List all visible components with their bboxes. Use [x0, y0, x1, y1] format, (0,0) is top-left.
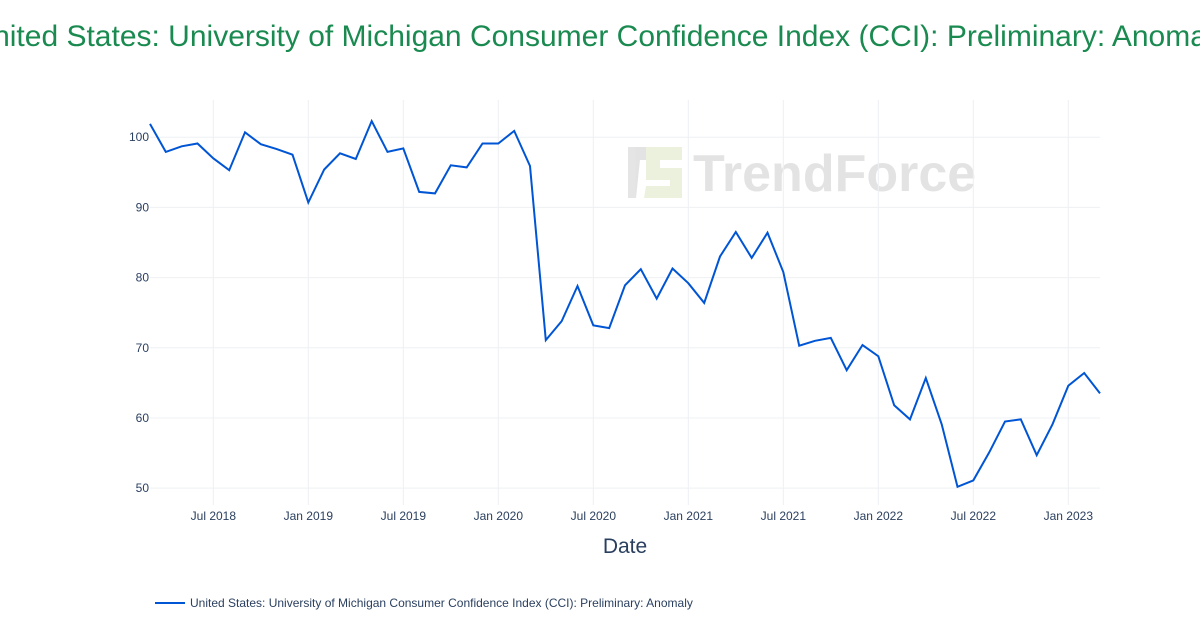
x-tick-label: Jul 2019	[381, 509, 427, 523]
data-point[interactable]	[828, 335, 834, 341]
watermark-text: TrendForce	[693, 145, 976, 203]
data-point[interactable]	[860, 342, 866, 348]
trendforce-watermark-logo: TrendForce	[628, 145, 976, 203]
data-point[interactable]	[780, 269, 786, 275]
data-point[interactable]	[369, 118, 375, 124]
data-point[interactable]	[210, 155, 216, 161]
data-point[interactable]	[891, 402, 897, 408]
grid	[150, 100, 1100, 505]
data-point[interactable]	[1018, 416, 1024, 422]
x-tick-label: Jan 2020	[474, 509, 524, 523]
data-point[interactable]	[416, 189, 422, 195]
x-tick-label: Jan 2021	[664, 509, 714, 523]
data-point[interactable]	[242, 129, 248, 135]
data-point[interactable]	[923, 375, 929, 381]
data-point[interactable]	[765, 230, 771, 236]
data-point[interactable]	[907, 416, 913, 422]
data-point[interactable]	[226, 167, 232, 173]
data-point[interactable]	[495, 141, 501, 147]
data-point[interactable]	[385, 149, 391, 155]
data-point[interactable]	[986, 449, 992, 455]
data-point[interactable]	[1050, 421, 1056, 427]
x-tick-label: Jan 2019	[284, 509, 334, 523]
y-tick-label: 80	[136, 271, 150, 285]
data-point[interactable]	[448, 162, 454, 168]
data-point[interactable]	[321, 166, 327, 172]
data-point[interactable]	[606, 325, 612, 331]
x-axis: Jul 2018 Jan 2019 Jul 2019 Jan 2020 Jul 2020…	[191, 509, 1094, 523]
y-tick-label: 70	[136, 341, 150, 355]
data-point[interactable]	[970, 477, 976, 483]
data-point[interactable]	[559, 318, 565, 324]
x-tick-label: Jul 2021	[761, 509, 807, 523]
data-point[interactable]	[749, 255, 755, 261]
data-point[interactable]	[147, 121, 153, 127]
data-point[interactable]	[1081, 370, 1087, 376]
x-tick-label: Jul 2018	[191, 509, 237, 523]
legend-swatch	[155, 602, 185, 604]
x-tick-label: Jul 2020	[571, 509, 617, 523]
data-point[interactable]	[717, 254, 723, 260]
data-point[interactable]	[622, 282, 628, 288]
data-point[interactable]	[480, 141, 486, 147]
y-tick-label: 60	[136, 411, 150, 425]
x-tick-label: Jan 2023	[1044, 509, 1094, 523]
series-line	[149, 118, 1101, 489]
data-point[interactable]	[195, 141, 201, 147]
x-tick-label: Jul 2022	[951, 509, 997, 523]
chart-title: United States: University of Michigan Co…	[0, 20, 1200, 53]
data-point[interactable]	[305, 199, 311, 205]
y-tick-label: 50	[136, 481, 150, 495]
data-point[interactable]	[464, 164, 470, 170]
data-point[interactable]	[163, 149, 169, 155]
data-point[interactable]	[1097, 390, 1103, 396]
data-point[interactable]	[670, 265, 676, 271]
legend-label: United States: University of Michigan Co…	[190, 596, 693, 610]
data-point[interactable]	[258, 141, 264, 147]
data-point[interactable]	[875, 353, 881, 359]
data-point[interactable]	[733, 229, 739, 235]
data-point[interactable]	[527, 163, 533, 169]
data-point[interactable]	[511, 128, 517, 134]
data-point[interactable]	[337, 150, 343, 156]
data-point[interactable]	[432, 190, 438, 196]
data-point[interactable]	[654, 296, 660, 302]
x-axis-label: Date	[603, 535, 647, 558]
data-point[interactable]	[955, 484, 961, 490]
data-point[interactable]	[274, 146, 280, 152]
data-point[interactable]	[290, 152, 296, 158]
data-point[interactable]	[638, 266, 644, 272]
data-point[interactable]	[1002, 418, 1008, 424]
y-tick-label: 100	[129, 130, 149, 144]
data-point[interactable]	[353, 156, 359, 162]
x-tick-label: Jan 2022	[854, 509, 904, 523]
data-point[interactable]	[575, 283, 581, 289]
legend[interactable]: United States: University of Michigan Co…	[155, 596, 693, 610]
y-tick-label: 90	[136, 200, 150, 214]
data-point[interactable]	[400, 145, 406, 151]
data-point[interactable]	[179, 143, 185, 149]
y-axis: 50 60 70 80 90 100	[129, 130, 149, 495]
data-point[interactable]	[844, 367, 850, 373]
data-point[interactable]	[543, 337, 549, 343]
data-point[interactable]	[701, 300, 707, 306]
data-point[interactable]	[796, 343, 802, 349]
data-point[interactable]	[939, 421, 945, 427]
data-point[interactable]	[590, 322, 596, 328]
data-point[interactable]	[1065, 383, 1071, 389]
data-point[interactable]	[1034, 452, 1040, 458]
data-point[interactable]	[812, 338, 818, 344]
data-point[interactable]	[685, 280, 691, 286]
